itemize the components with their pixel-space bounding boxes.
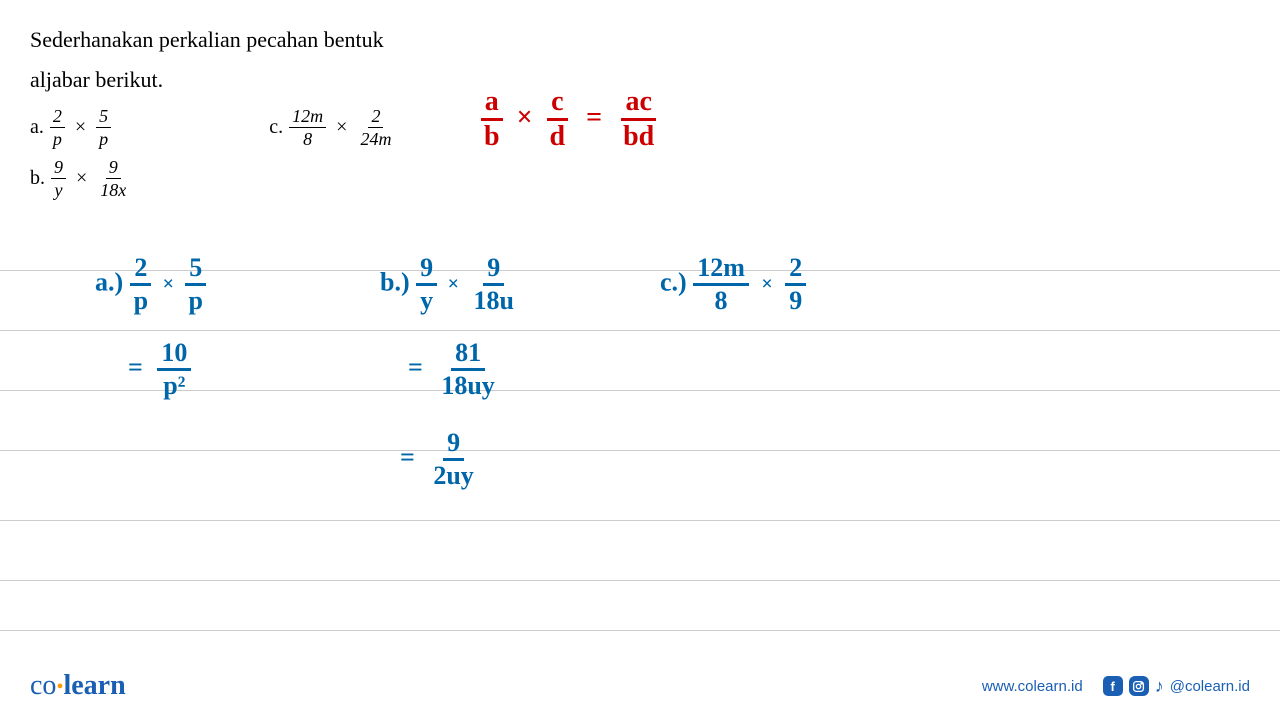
- tiktok-icon: ♪: [1155, 676, 1164, 696]
- work-c-f2: 2 9: [785, 255, 806, 314]
- footer: co•learn www.colearn.id f ♪ @colearn.id: [30, 670, 1250, 702]
- work-a-eq: =: [128, 352, 143, 381]
- work-a: a.) 2 p × 5 p: [95, 255, 207, 314]
- website-url: www.colearn.id: [982, 678, 1083, 695]
- work-b-step1: = 81 18uy: [408, 340, 499, 399]
- work-a-result: = 10 p²: [128, 340, 191, 399]
- work-c-label: c.): [660, 267, 687, 296]
- red-frac-ab: a b: [480, 88, 504, 151]
- work-a-times: ×: [163, 273, 174, 295]
- red-equals: =: [586, 102, 602, 133]
- work-c-times: ×: [761, 273, 772, 295]
- work-b: b.) 9 y × 9 18u: [380, 255, 518, 314]
- work-a-rf: 10 p²: [157, 340, 191, 399]
- work-b-step2: = 9 2uy: [400, 430, 478, 489]
- work-b-rf1: 81 18uy: [437, 340, 498, 399]
- times-symbol: ×: [75, 116, 86, 139]
- red-formula: a b × c d = ac bd: [480, 88, 658, 151]
- problem-b-label: b.: [30, 167, 45, 190]
- times-symbol: ×: [76, 167, 87, 190]
- instagram-icon: [1129, 676, 1149, 696]
- red-frac-cd: c d: [546, 88, 570, 151]
- fraction-a1: 2 p: [50, 107, 65, 148]
- footer-right: www.colearn.id f ♪ @colearn.id: [982, 676, 1250, 696]
- fraction-a2: 5 p: [96, 107, 111, 148]
- red-times: ×: [517, 102, 533, 133]
- work-b-eq2: =: [400, 442, 415, 471]
- red-frac-result: ac bd: [619, 88, 658, 151]
- problem-b: b. 9 y × 9 18x: [30, 158, 129, 199]
- social-handle: @colearn.id: [1170, 678, 1250, 695]
- work-c: c.) 12m 8 × 2 9: [660, 255, 806, 314]
- problem-c-label: c.: [269, 116, 283, 139]
- work-a-label: a.): [95, 267, 123, 296]
- problem-a: a. 2 p × 5 p: [30, 107, 129, 148]
- fraction-b2: 9 18x: [97, 158, 129, 199]
- problem-c: c. 12m 8 × 2 24m: [269, 107, 394, 148]
- times-symbol: ×: [336, 116, 347, 139]
- work-b-times: ×: [448, 273, 459, 295]
- work-c-f1: 12m 8: [693, 255, 749, 314]
- work-b-f2: 9 18u: [470, 255, 518, 314]
- brand-logo: co•learn: [30, 670, 126, 702]
- social-links: f ♪ @colearn.id: [1103, 676, 1250, 696]
- fraction-b1: 9 y: [51, 158, 66, 199]
- fraction-c1: 12m 8: [289, 107, 326, 148]
- work-b-rf2: 9 2uy: [429, 430, 477, 489]
- work-a-f1: 2 p: [130, 255, 152, 314]
- problem-line-1: Sederhanakan perkalian pecahan bentuk: [30, 20, 1250, 60]
- fraction-c2: 2 24m: [357, 107, 394, 148]
- problem-a-label: a.: [30, 116, 44, 139]
- facebook-icon: f: [1103, 676, 1123, 696]
- work-a-f2: 5 p: [185, 255, 207, 314]
- work-b-eq1: =: [408, 352, 423, 381]
- work-b-f1: 9 y: [416, 255, 437, 314]
- work-b-label: b.): [380, 267, 410, 296]
